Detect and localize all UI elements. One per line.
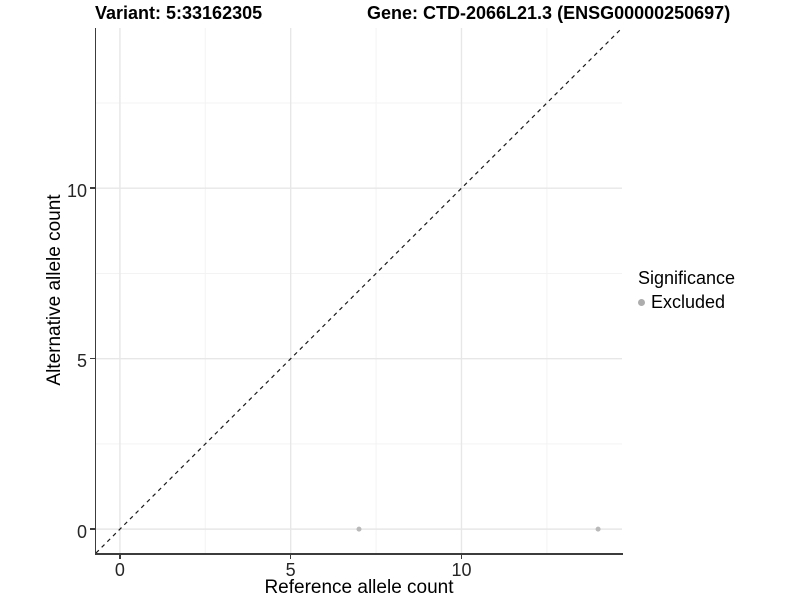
- y-tick-label: 10: [66, 180, 87, 201]
- legend-item: Excluded: [638, 292, 735, 313]
- legend-items: Excluded: [638, 292, 735, 313]
- y-axis-line: [94, 28, 97, 555]
- x-tick-label: 5: [285, 560, 296, 580]
- x-tick-label: 10: [451, 560, 472, 580]
- x-axis-title: Reference allele count: [264, 577, 454, 598]
- data-point: [356, 526, 362, 532]
- legend-key-dot-icon: [638, 298, 645, 306]
- legend-title: Significance: [638, 268, 736, 288]
- x-tick-mark: [289, 553, 292, 559]
- panel-canvas: [95, 27, 623, 554]
- x-tick-mark: [119, 553, 121, 559]
- y-tick-mark: [89, 187, 95, 190]
- variant-title: Variant: 5:33162305: [95, 3, 263, 23]
- y-tick-mark: [89, 528, 95, 530]
- identity-dashed-line: [95, 27, 623, 554]
- x-tick-label: 0: [114, 560, 125, 580]
- data-point: [595, 526, 601, 532]
- legend-item-label: Excluded: [651, 291, 726, 312]
- legend: Significance Excluded: [638, 268, 735, 312]
- plot-panel: [95, 27, 623, 554]
- x-axis-line: [94, 553, 623, 555]
- y-tick-label: 5: [76, 351, 87, 372]
- gene-title: Gene: CTD-2066L21.3 (ENSG00000250697): [367, 3, 731, 23]
- y-tick-mark: [89, 357, 95, 360]
- y-tick-label: 0: [76, 521, 87, 542]
- x-tick-mark: [460, 553, 463, 559]
